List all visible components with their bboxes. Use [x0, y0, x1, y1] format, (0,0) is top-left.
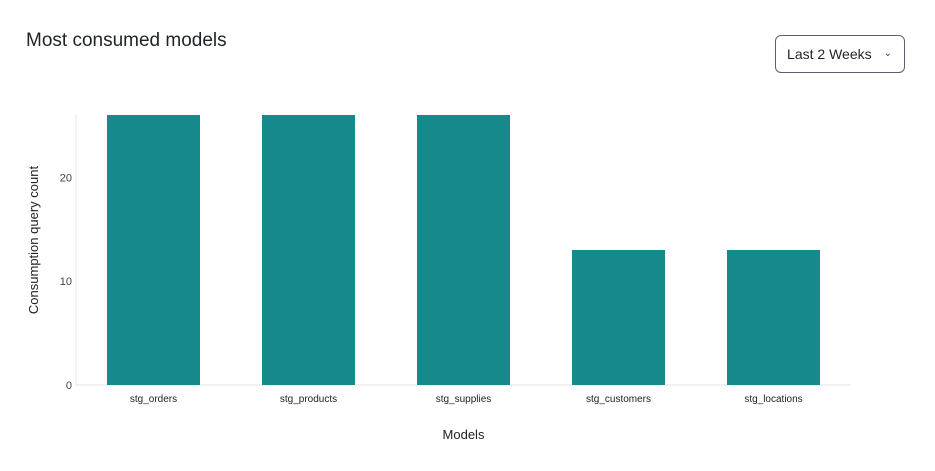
time-range-dropdown[interactable]: Last 2 Weeks ⌄ — [775, 35, 905, 73]
bar-stg_customers — [572, 250, 665, 385]
y-tick-label: 10 — [60, 276, 72, 288]
bar-stg_products — [262, 115, 355, 385]
time-range-value: Last 2 Weeks — [787, 46, 872, 62]
x-tick-label: stg_supplies — [436, 394, 492, 405]
bar-stg_locations — [727, 250, 820, 385]
x-axis-title: Models — [443, 427, 485, 442]
bar-stg_orders — [107, 115, 200, 385]
x-tick-label: stg_customers — [586, 394, 651, 405]
chevron-down-icon: ⌄ — [883, 48, 892, 59]
page-title: Most consumed models — [26, 30, 227, 51]
y-tick-label: 20 — [60, 172, 72, 184]
x-tick-label: stg_products — [280, 394, 337, 405]
x-tick-label: stg_locations — [744, 394, 802, 405]
bar-stg_supplies — [417, 115, 510, 385]
x-tick-label: stg_orders — [130, 394, 177, 405]
y-axis-title: Consumption query count — [26, 166, 41, 315]
y-tick-label: 0 — [66, 380, 72, 392]
